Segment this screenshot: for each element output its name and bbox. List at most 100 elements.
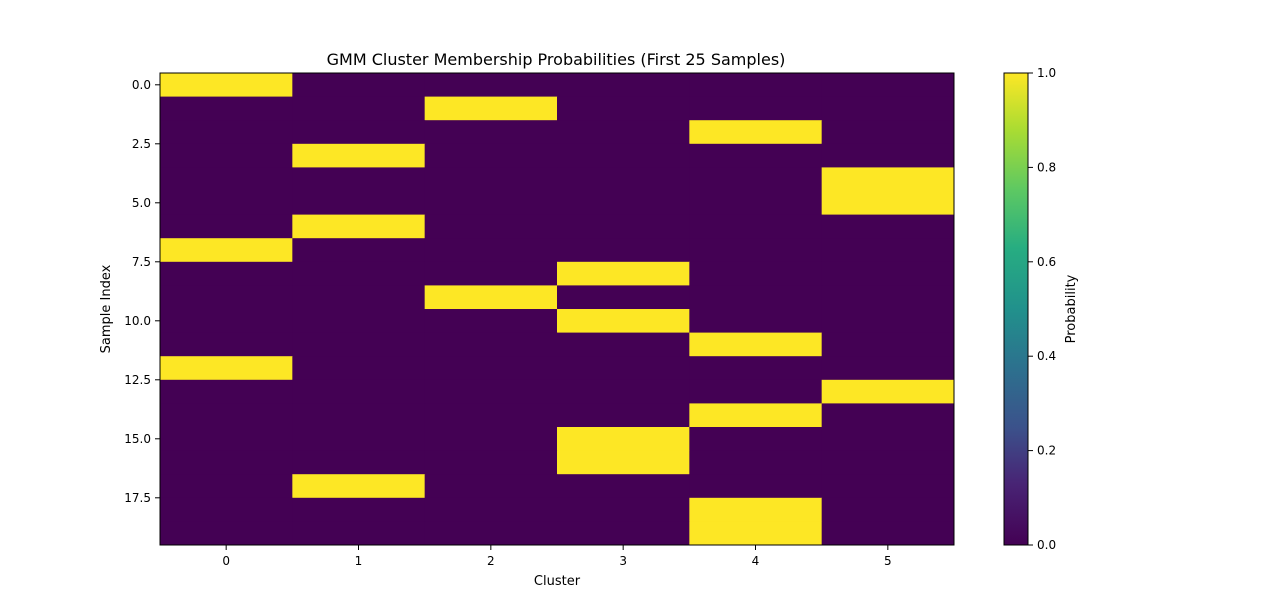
y-axis-label: Sample Index: [99, 264, 114, 353]
heatmap-cell: [689, 309, 823, 334]
heatmap-cell: [689, 427, 823, 452]
heatmap-cell: [292, 261, 426, 286]
heatmap-cell: [689, 73, 823, 98]
heatmap-cell: [821, 309, 955, 334]
heatmap-cell: [821, 332, 955, 357]
heatmap-cell: [292, 167, 426, 192]
heatmap-cell: [160, 332, 293, 357]
heatmap-cell: [689, 167, 823, 192]
heatmap-cell: [424, 167, 558, 192]
heatmap-cell: [424, 309, 558, 334]
y-tick-label: 10.0: [124, 314, 151, 328]
heatmap-cell: [160, 521, 293, 546]
heatmap-cell: [689, 379, 823, 404]
heatmap-cell: [821, 167, 955, 192]
heatmap-cell: [557, 356, 690, 381]
heatmap-cell: [821, 214, 955, 239]
colorbar-tick-label: 0.8: [1037, 160, 1056, 174]
colorbar-tick-label: 0.0: [1037, 538, 1056, 552]
heatmap-cell: [821, 356, 955, 381]
y-tick-label: 17.5: [124, 491, 151, 505]
heatmap-cell: [424, 379, 558, 404]
heatmap-cell: [689, 120, 823, 145]
colorbar: [1003, 72, 1029, 546]
heatmap-cell: [292, 191, 426, 216]
heatmap-cell: [160, 120, 293, 145]
heatmap-cell: [424, 120, 558, 145]
heatmap-cell: [557, 379, 690, 404]
colorbar-ticks: 0.0 0.2 0.4 0.6 0.8 1.0: [1028, 66, 1056, 552]
heatmap-cell: [557, 332, 690, 357]
y-tick-label: 0.0: [132, 78, 151, 92]
heatmap-cell: [424, 73, 558, 98]
heatmap-cell: [689, 191, 823, 216]
heatmap-cell: [160, 238, 293, 263]
heatmap-cell: [557, 238, 690, 263]
heatmap-cell: [160, 214, 293, 239]
colorbar-tick-label: 1.0: [1037, 66, 1056, 80]
heatmap-cell: [292, 403, 426, 428]
heatmap-cell: [557, 73, 690, 98]
heatmap-cell: [292, 309, 426, 334]
heatmap-cell: [689, 261, 823, 286]
heatmap-cell: [689, 450, 823, 475]
y-axis: 0.0 2.5 5.0 7.5 10.0 12.5 15.0 17.5: [124, 78, 160, 505]
heatmap-cell: [160, 356, 293, 381]
heatmap-cell: [292, 332, 426, 357]
colorbar-tick-label: 0.6: [1037, 255, 1056, 269]
heatmap-cell: [424, 521, 558, 546]
x-tick-label: 5: [884, 554, 892, 568]
y-tick-label: 5.0: [132, 196, 151, 210]
heatmap-cell: [821, 238, 955, 263]
heatmap-cell: [424, 96, 558, 121]
heatmap-cell: [557, 120, 690, 145]
x-tick-label: 3: [619, 554, 627, 568]
heatmap-cell: [557, 214, 690, 239]
heatmap-cell: [557, 96, 690, 121]
heatmap-cell: [557, 403, 690, 428]
heatmap-cell: [821, 285, 955, 310]
heatmap-cell: [821, 379, 955, 404]
heatmap-cell: [160, 96, 293, 121]
heatmap-cell: [689, 238, 823, 263]
heatmap-cell: [292, 120, 426, 145]
heatmap-cell: [557, 191, 690, 216]
heatmap-cell: [821, 191, 955, 216]
heatmap-cell: [424, 403, 558, 428]
heatmap-cell: [424, 285, 558, 310]
y-tick-label: 15.0: [124, 432, 151, 446]
x-axis: 0 1 2 3 4 5: [222, 545, 892, 568]
heatmap-cell: [160, 403, 293, 428]
heatmap-cell: [821, 403, 955, 428]
heatmap-cell: [424, 427, 558, 452]
heatmap-cell: [557, 261, 690, 286]
heatmap-cell: [689, 474, 823, 499]
y-tick-label: 2.5: [132, 137, 151, 151]
heatmap-cell: [557, 167, 690, 192]
y-tick-label: 12.5: [124, 373, 151, 387]
heatmap-cell: [821, 73, 955, 98]
heatmap-cell: [557, 285, 690, 310]
x-tick-label: 1: [355, 554, 363, 568]
heatmap-cell: [424, 332, 558, 357]
heatmap-cell: [160, 261, 293, 286]
heatmap-cell: [424, 497, 558, 522]
heatmap-cell: [292, 143, 426, 168]
heatmap-cell: [160, 73, 293, 98]
x-tick-label: 2: [487, 554, 495, 568]
heatmap-cell: [557, 521, 690, 546]
heatmap-cell: [292, 427, 426, 452]
heatmap-cell: [689, 143, 823, 168]
x-tick-label: 4: [752, 554, 760, 568]
heatmap-cell: [292, 214, 426, 239]
heatmap-cell: [557, 450, 690, 475]
heatmap-cell: [689, 285, 823, 310]
heatmap-cell: [424, 238, 558, 263]
heatmap-cell: [292, 379, 426, 404]
chart-title: GMM Cluster Membership Probabilities (Fi…: [327, 50, 786, 69]
heatmap-cell: [557, 143, 690, 168]
heatmap-cell: [557, 474, 690, 499]
x-axis-label: Cluster: [534, 574, 581, 589]
heatmap-cell: [160, 497, 293, 522]
